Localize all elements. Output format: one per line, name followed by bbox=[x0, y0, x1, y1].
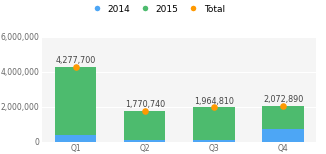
Bar bbox=[124, 140, 166, 142]
Point bbox=[280, 104, 286, 107]
Text: 1,964,810: 1,964,810 bbox=[194, 97, 234, 106]
Bar bbox=[55, 135, 96, 142]
Bar bbox=[55, 67, 96, 135]
Bar bbox=[262, 105, 304, 130]
Bar bbox=[193, 107, 235, 140]
Bar bbox=[193, 140, 235, 142]
Text: 1,770,740: 1,770,740 bbox=[125, 100, 165, 109]
Point bbox=[211, 106, 216, 109]
Text: 4,277,700: 4,277,700 bbox=[55, 57, 96, 65]
Text: 2,072,890: 2,072,890 bbox=[263, 95, 303, 104]
Point bbox=[142, 109, 147, 112]
Point bbox=[73, 66, 78, 68]
Legend: 2014, 2015, Total: 2014, 2015, Total bbox=[88, 4, 225, 14]
Bar bbox=[262, 130, 304, 142]
Bar bbox=[124, 111, 166, 140]
